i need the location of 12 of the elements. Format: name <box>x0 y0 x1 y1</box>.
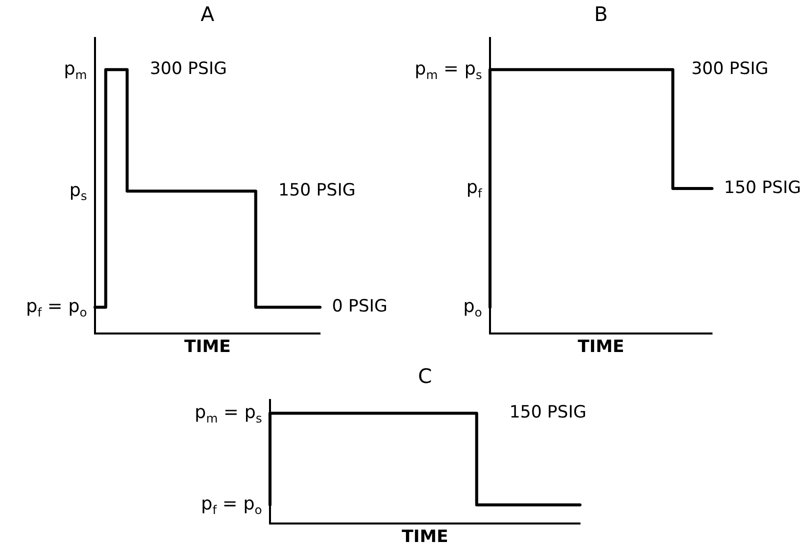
text: 0 PSIG <box>332 296 388 317</box>
x-axis-title: TIME <box>184 337 231 358</box>
chart-title: A <box>200 2 215 26</box>
x-axis-title: TIME <box>578 337 624 358</box>
annotation: 150 PSIG <box>278 180 356 200</box>
text: 150 PSIG <box>724 178 802 198</box>
annotation: 300 PSIG <box>150 59 227 80</box>
x-axis-title: TIME <box>402 527 448 548</box>
annotation: 150 PSIG <box>509 402 586 423</box>
chart-title: C <box>418 364 432 388</box>
chart-title: B <box>594 2 608 26</box>
annotation: 300 PSIG <box>691 59 768 80</box>
